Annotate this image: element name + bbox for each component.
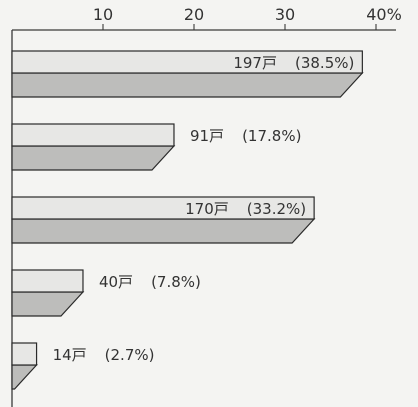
bar-bottom-face xyxy=(11,364,38,390)
x-tick-label: 30 xyxy=(275,5,295,24)
bar xyxy=(11,50,363,74)
x-tick-label: 20 xyxy=(184,5,204,24)
bar-bottom-face xyxy=(11,72,364,98)
bar-bottom-face xyxy=(11,145,176,171)
bar-count-label: 91戸 xyxy=(190,127,224,145)
bar xyxy=(11,342,38,366)
bar xyxy=(11,196,315,220)
bar-bottom-face xyxy=(11,218,316,244)
x-tick-label: 10 xyxy=(93,5,113,24)
bar-count-label: 40戸 xyxy=(99,273,133,291)
bar-count-label: 170戸 xyxy=(185,200,229,218)
bar-percent-label: (2.7%) xyxy=(105,346,155,364)
bar-percent-label: (38.5%) xyxy=(295,54,354,72)
labels-layer: 197戸 (38.5%) 91戸 (17.8%) 170戸 (33.2%) 40戸 (7.8%… xyxy=(53,54,355,364)
bar-percent-label: (17.8%) xyxy=(242,127,301,145)
bar-bottom-face xyxy=(11,291,85,317)
bar xyxy=(11,269,84,293)
bar-count-label: 197戸 xyxy=(233,54,277,72)
x-tick-label: 40% xyxy=(366,5,402,24)
bar-percent-label: (7.8%) xyxy=(151,273,201,291)
bar-count-label: 14戸 xyxy=(53,346,87,364)
bar xyxy=(11,123,175,147)
bar-percent-label: (33.2%) xyxy=(247,200,306,218)
bars-layer xyxy=(11,50,364,390)
